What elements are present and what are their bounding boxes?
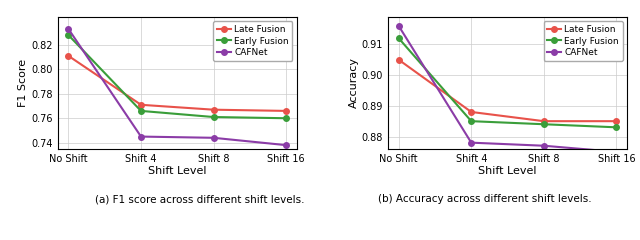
CAFNet: [210, 136, 218, 139]
Early Fusion: [282, 117, 290, 120]
Legend: Late Fusion, Early Fusion, CAFNet: Late Fusion, Early Fusion, CAFNet: [544, 21, 623, 61]
Line: Late Fusion: Late Fusion: [396, 57, 619, 124]
Line: CAFNet: CAFNet: [396, 23, 619, 155]
Early Fusion: [395, 37, 403, 40]
CAFNet: [282, 144, 290, 147]
CAFNet: [65, 28, 72, 30]
X-axis label: Shift Level: Shift Level: [478, 166, 537, 176]
Y-axis label: Accuracy: Accuracy: [349, 57, 359, 108]
Late Fusion: [467, 111, 475, 114]
Early Fusion: [612, 126, 620, 129]
Late Fusion: [210, 108, 218, 111]
Legend: Late Fusion, Early Fusion, CAFNet: Late Fusion, Early Fusion, CAFNet: [213, 21, 292, 61]
CAFNet: [540, 144, 548, 147]
Late Fusion: [612, 120, 620, 123]
Line: Late Fusion: Late Fusion: [66, 53, 289, 114]
Early Fusion: [467, 120, 475, 123]
Text: (a) F1 score across different shift levels.: (a) F1 score across different shift leve…: [95, 194, 305, 204]
Late Fusion: [282, 109, 290, 112]
Early Fusion: [540, 123, 548, 126]
Early Fusion: [210, 116, 218, 119]
Line: Early Fusion: Early Fusion: [66, 32, 289, 121]
X-axis label: Shift Level: Shift Level: [148, 166, 207, 176]
Early Fusion: [137, 109, 145, 112]
Late Fusion: [395, 58, 403, 61]
CAFNet: [395, 24, 403, 27]
Line: CAFNet: CAFNet: [66, 26, 289, 148]
Late Fusion: [137, 103, 145, 106]
CAFNet: [467, 141, 475, 144]
Late Fusion: [65, 54, 72, 57]
Text: (b) Accuracy across different shift levels.: (b) Accuracy across different shift leve…: [378, 194, 591, 204]
Early Fusion: [65, 34, 72, 36]
Line: Early Fusion: Early Fusion: [396, 36, 619, 130]
Y-axis label: F1 Score: F1 Score: [19, 59, 28, 107]
Late Fusion: [540, 120, 548, 123]
CAFNet: [612, 150, 620, 153]
CAFNet: [137, 135, 145, 138]
